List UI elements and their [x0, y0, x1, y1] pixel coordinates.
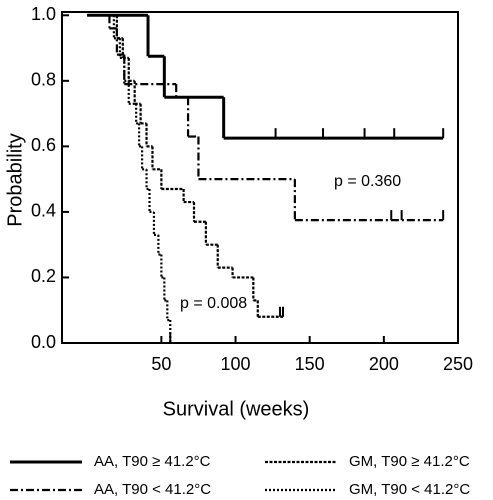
y-tick-label: 1.0: [31, 4, 56, 24]
y-tick-label: 0.4: [31, 201, 56, 221]
x-axis-label: Survival (weeks): [163, 398, 310, 420]
y-tick-label: 0.8: [31, 70, 56, 90]
y-axis-label: Probability: [4, 133, 26, 226]
legend-label: GM, T90 ≥ 41.2°C: [349, 453, 470, 470]
x-tick-label: 100: [221, 354, 251, 374]
x-tick-label: 200: [369, 354, 399, 374]
plot-frame: [61, 11, 459, 344]
y-tick-label: 0.0: [31, 332, 56, 352]
x-tick-label: 50: [151, 354, 171, 374]
x-tick-label: 150: [295, 354, 325, 374]
annotation: p = 0.008: [180, 295, 247, 312]
legend-label: GM, T90 < 41.2°C: [349, 481, 470, 498]
annotation: p = 0.360: [334, 173, 401, 190]
x-tick-label: 250: [443, 354, 473, 374]
y-tick-label: 0.6: [31, 135, 56, 155]
y-tick-label: 0.2: [31, 266, 56, 286]
legend-label: AA, T90 ≥ 41.2°C: [94, 453, 211, 470]
legend-label: AA, T90 < 41.2°C: [94, 481, 211, 498]
